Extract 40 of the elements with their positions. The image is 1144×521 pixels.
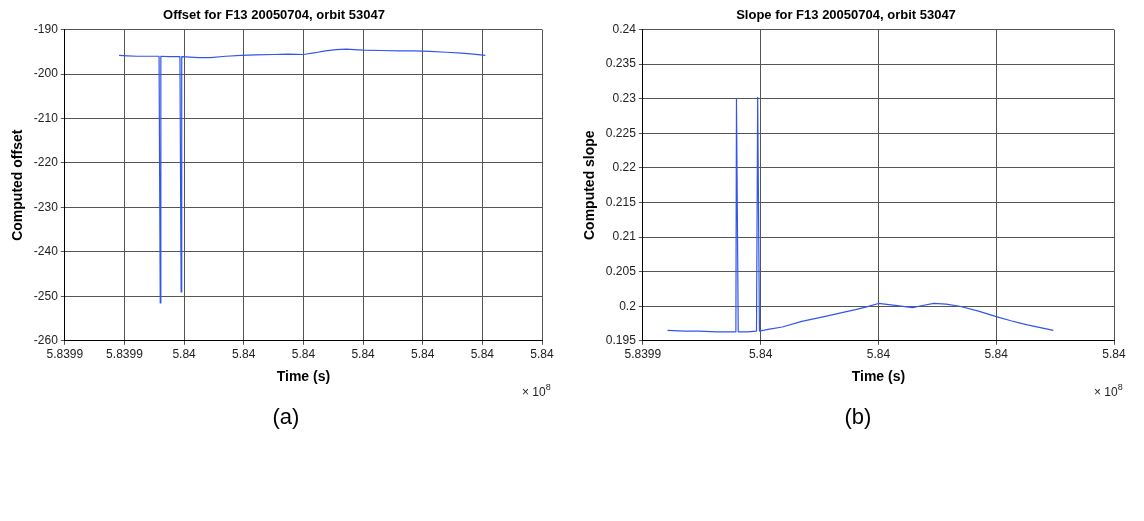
y-tick-label: 0.21 xyxy=(612,229,637,244)
x-tick-label: 5.84 xyxy=(470,347,495,362)
y-tick-label: -210 xyxy=(33,110,59,125)
chart-title: Slope for F13 20050704, orbit 53047 xyxy=(736,7,956,23)
text: (b) xyxy=(843,404,873,430)
x-tick-label: 5.84 xyxy=(866,347,891,362)
y-tick-label: 0.215 xyxy=(605,194,637,209)
y-tick-label: -190 xyxy=(33,21,59,36)
x-tick-label: 5.84 xyxy=(1102,347,1126,362)
x-tick-label: 5.84 xyxy=(291,347,316,362)
y-tick-label: 0.2 xyxy=(619,298,637,313)
y-tick-label: 0.225 xyxy=(605,125,637,140)
y-tick-label: -240 xyxy=(33,244,59,259)
y-tick-label: -200 xyxy=(33,66,59,81)
y-tick-label: 0.22 xyxy=(612,160,637,175)
x-axis-title: Time (s) xyxy=(851,368,906,385)
x-tick-label: 5.84 xyxy=(984,347,1009,362)
x-axis-title: Time (s) xyxy=(276,368,331,385)
y-tick-label: 0.24 xyxy=(612,21,637,36)
y-tick-label: 0.23 xyxy=(612,91,637,106)
x-tick-label: 5.84 xyxy=(411,347,435,362)
y-axis-title: Computed offset xyxy=(9,129,26,241)
y-tick-label: -230 xyxy=(33,199,59,214)
y-tick-label: 0.195 xyxy=(605,333,637,348)
x-tick-label: 5.84 xyxy=(172,347,197,362)
y-tick-label: -260 xyxy=(33,333,59,348)
y-tick-label: 0.235 xyxy=(605,56,637,71)
text: (a) xyxy=(271,404,301,430)
x-tick-label: 5.84 xyxy=(748,347,773,362)
y-tick-label: -220 xyxy=(33,155,59,170)
chart-title: Offset for F13 20050704, orbit 53047 xyxy=(163,7,385,23)
y-tick-label: 0.205 xyxy=(605,263,637,278)
x-tick-label: 5.84 xyxy=(530,347,554,362)
x-tick-label: 5.84 xyxy=(232,347,256,362)
x-tick-label: 5.84 xyxy=(351,347,376,362)
y-axis-title: Computed slope xyxy=(581,130,598,241)
x-tick-label: 5.8399 xyxy=(624,347,662,362)
x-tick-label: 5.8399 xyxy=(106,347,144,362)
y-tick-label: -250 xyxy=(33,288,59,303)
x-tick-label: 5.8399 xyxy=(46,347,84,362)
